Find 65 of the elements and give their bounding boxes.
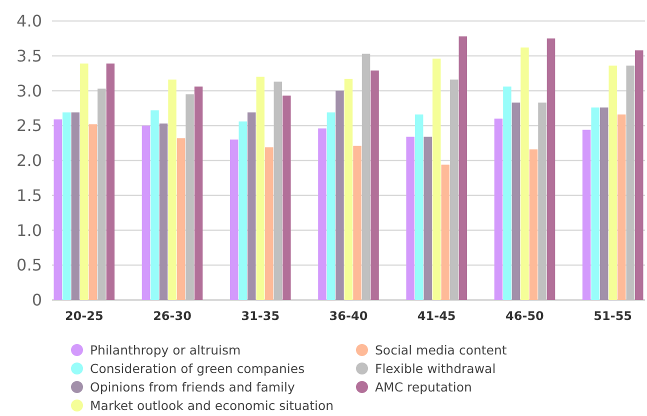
bar [80, 64, 88, 300]
bar [414, 114, 424, 300]
bar [238, 121, 247, 300]
bar [106, 64, 115, 300]
bar [608, 66, 617, 300]
y-tick-label: 3.5 [16, 46, 42, 66]
legend-label: Philanthropy or altruism [90, 342, 241, 358]
bar [282, 96, 291, 300]
bar [159, 124, 168, 300]
bar [370, 70, 379, 300]
bar [265, 147, 274, 300]
bar [406, 136, 414, 300]
bar [424, 136, 432, 300]
bar [168, 80, 176, 300]
x-tick-label: 31-35 [241, 309, 280, 323]
bar [432, 58, 441, 300]
legend-label: AMC reputation [375, 379, 472, 394]
bar [54, 119, 62, 300]
bar [176, 138, 186, 300]
y-tick-label: 0.5 [16, 256, 42, 275]
bar [150, 110, 159, 300]
bar [512, 102, 520, 300]
bar [582, 130, 591, 300]
bar [194, 86, 203, 300]
y-tick-label: 2.0 [16, 151, 42, 170]
bar [344, 78, 353, 300]
bar [248, 112, 256, 300]
bar [617, 114, 626, 300]
y-tick-label: 0 [32, 290, 42, 310]
x-tick-label: 46-50 [506, 309, 544, 323]
bar [318, 128, 326, 300]
bar [529, 149, 538, 300]
bar [546, 38, 556, 300]
bar [591, 107, 600, 300]
bar [88, 124, 98, 300]
bar [142, 126, 150, 300]
x-tick-label: 51-55 [594, 309, 632, 323]
x-tick-label: 36-40 [329, 309, 368, 323]
x-tick-label: 20-25 [64, 309, 104, 323]
bar [62, 112, 71, 300]
bar [494, 118, 503, 300]
bar [336, 90, 344, 300]
bar [230, 140, 238, 300]
bar [503, 86, 512, 300]
x-tick-label: 26-30 [153, 309, 192, 323]
y-tick-label: 3.0 [16, 81, 42, 100]
bar [600, 107, 608, 300]
y-tick-label: 1.0 [16, 220, 42, 240]
bar [71, 112, 80, 300]
bar [458, 36, 468, 300]
bar [635, 50, 644, 300]
legend-label: Social media content [375, 342, 507, 358]
y-tick-label: 2.5 [16, 116, 42, 136]
legend-label: Opinions from friends and family [90, 379, 296, 394]
bar [326, 112, 336, 300]
y-tick-label: 4.0 [16, 12, 42, 31]
y-tick-label: 1.5 [16, 186, 42, 205]
legend-label: Consideration of green companies [90, 360, 305, 376]
bar [441, 164, 450, 300]
legend-label: Flexible withdrawal [375, 360, 496, 376]
x-tick-label: 41-45 [417, 309, 456, 323]
bar [353, 146, 362, 300]
bar [256, 76, 265, 300]
legend-label: Market outlook and economic situation [90, 398, 334, 413]
bar [520, 48, 529, 300]
